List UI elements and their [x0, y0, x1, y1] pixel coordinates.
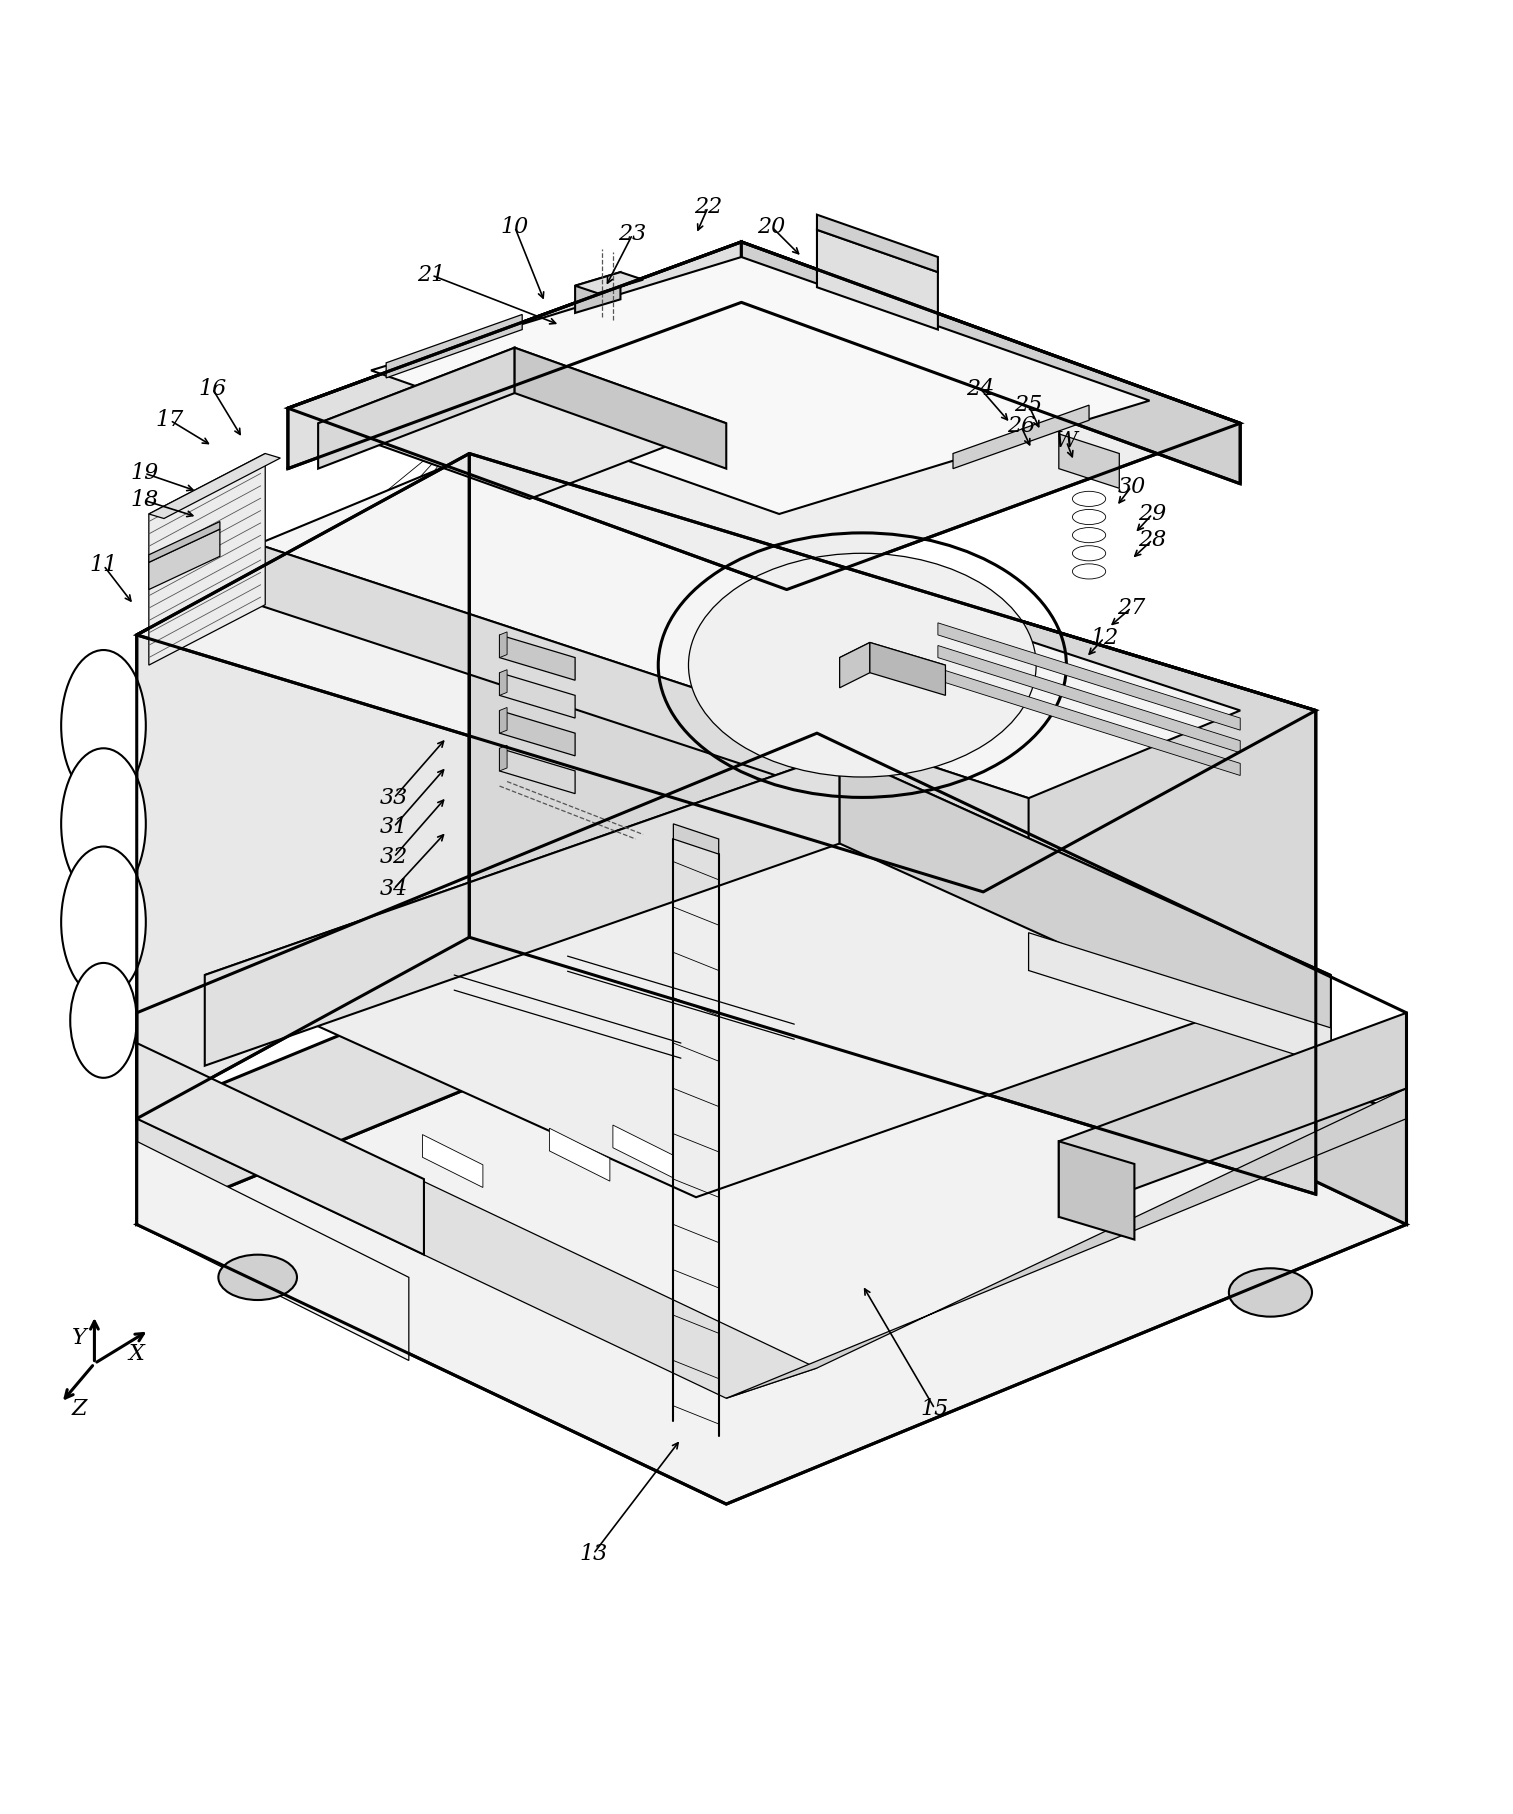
Polygon shape — [726, 1088, 1407, 1399]
Text: 17: 17 — [156, 410, 185, 432]
Text: 18: 18 — [130, 490, 159, 512]
Text: 15: 15 — [921, 1399, 949, 1420]
Polygon shape — [870, 642, 946, 695]
Text: 27: 27 — [1117, 597, 1145, 619]
Text: 29: 29 — [1138, 502, 1167, 524]
Text: 16: 16 — [198, 377, 227, 399]
Polygon shape — [938, 668, 1241, 776]
Polygon shape — [938, 646, 1241, 753]
Polygon shape — [499, 669, 507, 695]
Polygon shape — [1059, 1141, 1135, 1239]
Polygon shape — [817, 230, 938, 330]
Polygon shape — [499, 631, 507, 658]
Polygon shape — [469, 454, 1316, 1194]
Text: 12: 12 — [1089, 628, 1118, 649]
Ellipse shape — [61, 847, 145, 998]
Polygon shape — [318, 348, 726, 499]
Ellipse shape — [218, 1255, 297, 1301]
Polygon shape — [204, 753, 840, 1065]
Polygon shape — [514, 348, 726, 468]
Text: 33: 33 — [380, 787, 409, 809]
Text: W: W — [1055, 430, 1077, 452]
Text: 10: 10 — [501, 216, 528, 238]
Polygon shape — [136, 454, 1316, 892]
Polygon shape — [136, 945, 1407, 1504]
Polygon shape — [148, 454, 265, 666]
Text: 28: 28 — [1138, 528, 1167, 551]
Polygon shape — [386, 314, 522, 377]
Polygon shape — [840, 753, 1331, 1065]
Polygon shape — [673, 824, 719, 854]
Polygon shape — [136, 1043, 424, 1255]
Ellipse shape — [61, 749, 145, 900]
Text: 32: 32 — [380, 845, 409, 869]
Polygon shape — [318, 348, 514, 468]
Polygon shape — [817, 840, 1407, 1224]
Polygon shape — [148, 530, 219, 590]
Text: 31: 31 — [380, 816, 409, 838]
Polygon shape — [136, 454, 469, 1119]
Polygon shape — [204, 753, 1331, 1197]
Text: 23: 23 — [619, 223, 646, 245]
Polygon shape — [499, 749, 575, 795]
Polygon shape — [295, 1141, 356, 1194]
Polygon shape — [136, 1141, 409, 1360]
Polygon shape — [287, 241, 1241, 590]
Text: Y: Y — [73, 1326, 86, 1350]
Polygon shape — [136, 840, 817, 1224]
Polygon shape — [148, 522, 219, 562]
Polygon shape — [499, 635, 575, 680]
Polygon shape — [257, 457, 1241, 798]
Polygon shape — [817, 214, 938, 272]
Text: 22: 22 — [694, 196, 722, 218]
Polygon shape — [257, 544, 1029, 858]
Text: 20: 20 — [758, 216, 785, 238]
Polygon shape — [938, 622, 1241, 731]
Polygon shape — [422, 1134, 483, 1188]
Polygon shape — [1059, 1012, 1407, 1217]
Polygon shape — [840, 642, 870, 688]
Polygon shape — [499, 707, 507, 733]
Polygon shape — [1059, 434, 1120, 488]
Ellipse shape — [70, 963, 136, 1078]
Text: 19: 19 — [130, 463, 159, 484]
Text: 30: 30 — [1117, 475, 1145, 497]
Polygon shape — [371, 258, 1150, 513]
Polygon shape — [613, 1125, 673, 1177]
Text: 26: 26 — [1008, 415, 1035, 437]
Polygon shape — [499, 746, 507, 771]
Text: 24: 24 — [967, 377, 994, 399]
Text: 13: 13 — [579, 1544, 607, 1565]
Polygon shape — [953, 405, 1089, 468]
Polygon shape — [575, 272, 643, 294]
Text: Z: Z — [71, 1399, 88, 1420]
Ellipse shape — [688, 553, 1036, 776]
Polygon shape — [840, 642, 946, 680]
Text: 25: 25 — [1014, 394, 1042, 415]
Text: 11: 11 — [89, 555, 118, 577]
Polygon shape — [136, 1088, 817, 1399]
Polygon shape — [499, 711, 575, 756]
Polygon shape — [549, 1128, 610, 1181]
Ellipse shape — [61, 649, 145, 802]
Polygon shape — [575, 272, 620, 314]
Ellipse shape — [1229, 1268, 1312, 1317]
Polygon shape — [741, 241, 1241, 484]
Polygon shape — [287, 241, 741, 468]
Polygon shape — [499, 673, 575, 718]
Polygon shape — [148, 454, 280, 519]
Text: X: X — [129, 1344, 145, 1366]
Text: 34: 34 — [380, 878, 409, 900]
Text: 21: 21 — [418, 265, 446, 287]
Polygon shape — [1029, 932, 1331, 1065]
